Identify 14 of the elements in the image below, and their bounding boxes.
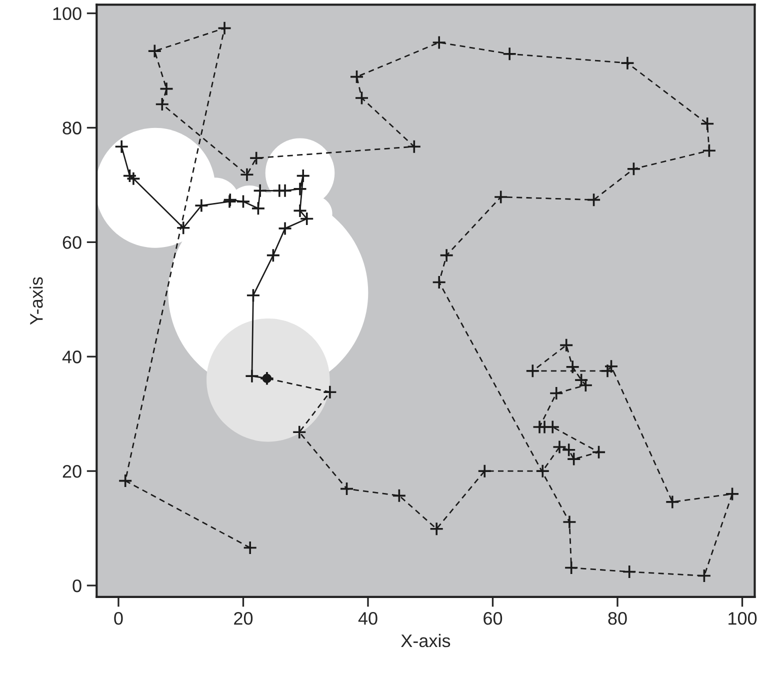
y-tick-label: 20 [62,465,82,478]
y-tick-label: 0 [72,579,82,592]
y-tick-label: 80 [62,122,82,134]
y-axis-title: Y-axis [30,277,43,325]
y-tick-label: 100 [53,7,82,20]
x-tick-label: 20 [234,612,253,625]
x-tick-label: 40 [358,612,378,625]
x-tick-label: 60 [484,612,502,625]
y-tick-label: 40 [62,350,82,364]
y-tick-label: 60 [62,236,82,249]
x-tick-label: 80 [608,612,627,625]
x-tick-label: 100 [728,612,757,625]
x-axis-title: X-axis [401,634,450,648]
x-tick-label: 0 [114,612,123,625]
